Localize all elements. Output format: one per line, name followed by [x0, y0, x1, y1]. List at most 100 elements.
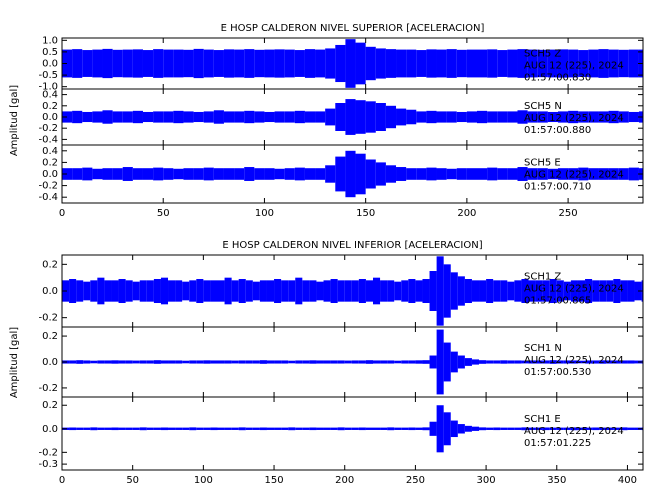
amplitude-bar	[471, 359, 480, 365]
amplitude-bar	[132, 360, 140, 364]
amplitude-bar	[585, 427, 593, 430]
x-tick-label: 350	[547, 475, 566, 486]
amplitude-bar	[487, 49, 498, 78]
amplitude-bar	[168, 360, 176, 364]
amplitude-bar	[387, 360, 395, 364]
amplitude-bar	[592, 427, 600, 431]
amplitude-bar	[112, 111, 123, 123]
amplitude-bar	[325, 165, 336, 183]
amplitude-bar	[323, 360, 331, 364]
amplitude-bar	[358, 427, 366, 431]
amplitude-bar	[82, 111, 93, 123]
amplitude-bar	[358, 360, 366, 364]
amplitude-bar	[507, 49, 518, 78]
station-label: SCH1 N	[524, 343, 562, 354]
amplitude-bar	[160, 427, 169, 431]
amplitude-bar	[175, 427, 183, 430]
amplitude-bar	[153, 49, 164, 78]
amplitude-bar	[72, 49, 83, 78]
amplitude-bar	[323, 280, 331, 302]
amplitude-bar	[175, 280, 183, 302]
y-tick-label: -0.3	[38, 459, 58, 470]
amplitude-bar	[436, 49, 447, 78]
amplitude-bar	[316, 281, 324, 301]
y-tick-label: -0.2	[38, 313, 58, 324]
amplitude-bar	[62, 111, 73, 123]
y-tick-label: 0.0	[42, 112, 58, 123]
y-tick-label: -0.4	[38, 134, 58, 145]
amplitude-bar	[83, 427, 91, 430]
y-tick-label: 0.0	[42, 286, 58, 297]
amplitude-bar	[408, 360, 416, 364]
amplitude-bar	[182, 427, 190, 430]
amplitude-bar	[337, 280, 345, 302]
amplitude-bar	[613, 427, 621, 430]
amplitude-bar	[556, 360, 564, 364]
amplitude-bar	[588, 111, 599, 123]
amplitude-bar	[244, 167, 255, 181]
amplitude-bar	[466, 49, 477, 78]
amplitude-bar	[429, 271, 437, 311]
amplitude-bar	[436, 168, 447, 180]
amplitude-bar	[627, 280, 635, 302]
amplitude-bar	[234, 49, 245, 78]
amplitude-bar	[231, 427, 239, 430]
amplitude-bar	[284, 49, 295, 78]
amplitude-bar	[549, 427, 557, 430]
amplitude-bar	[203, 360, 211, 364]
amplitude-bar	[599, 280, 607, 302]
amplitude-bar	[578, 111, 589, 123]
amplitude-bar	[514, 360, 522, 364]
amplitude-bar	[443, 342, 451, 382]
amplitude-bar	[517, 110, 528, 124]
amplitude-bar	[542, 360, 550, 364]
amplitude-bar	[193, 168, 204, 180]
amplitude-bar	[254, 168, 265, 180]
amplitude-bar	[556, 427, 564, 430]
amplitude-bar	[547, 168, 558, 180]
date-label: AUG 12 (225), 2024	[524, 426, 624, 437]
amplitude-bar	[90, 280, 98, 302]
amplitude-bar	[479, 280, 487, 302]
amplitude-bar	[606, 360, 614, 364]
y-tick-label: -0.2	[38, 383, 58, 394]
amplitude-bar	[547, 111, 558, 123]
amplitude-bar	[608, 49, 619, 78]
amplitude-bar	[266, 360, 275, 364]
y-tick-label: -0.2	[38, 123, 58, 134]
amplitude-bar	[429, 421, 437, 436]
amplitude-bar	[620, 360, 628, 364]
amplitude-bar	[479, 360, 487, 364]
amplitude-bar	[365, 360, 373, 364]
amplitude-bar	[118, 360, 126, 364]
amplitude-bar	[238, 279, 246, 303]
y-tick-label: 0.4	[42, 146, 58, 157]
amplitude-bar	[217, 280, 225, 302]
amplitude-bar	[302, 360, 310, 364]
x-tick-label: 250	[559, 208, 578, 219]
amplitude-bar	[507, 360, 515, 364]
amplitude-bar	[628, 49, 639, 78]
amplitude-bar	[365, 427, 373, 430]
amplitude-bar	[111, 360, 119, 364]
amplitude-bar	[288, 360, 296, 364]
amplitude-bar	[577, 280, 586, 302]
amplitude-bar	[620, 280, 628, 302]
station-label: SCH5 N	[524, 101, 562, 112]
waveform	[62, 256, 643, 326]
amplitude-bar	[163, 49, 174, 78]
amplitude-bar	[563, 427, 571, 430]
amplitude-bar	[69, 279, 77, 303]
amplitude-bar	[535, 360, 543, 364]
amplitude-bar	[457, 276, 465, 306]
amplitude-bar	[146, 280, 154, 302]
amplitude-bar	[295, 427, 303, 430]
amplitude-bar	[344, 427, 352, 430]
y-axis-label: Amplitud [gal]	[9, 85, 20, 156]
amplitude-bar	[125, 427, 133, 430]
amplitude-bar	[585, 360, 593, 364]
amplitude-bar	[426, 110, 437, 124]
amplitude-bar	[139, 427, 147, 431]
y-tick-label: 0.2	[42, 259, 58, 270]
amplitude-bar	[471, 280, 480, 302]
